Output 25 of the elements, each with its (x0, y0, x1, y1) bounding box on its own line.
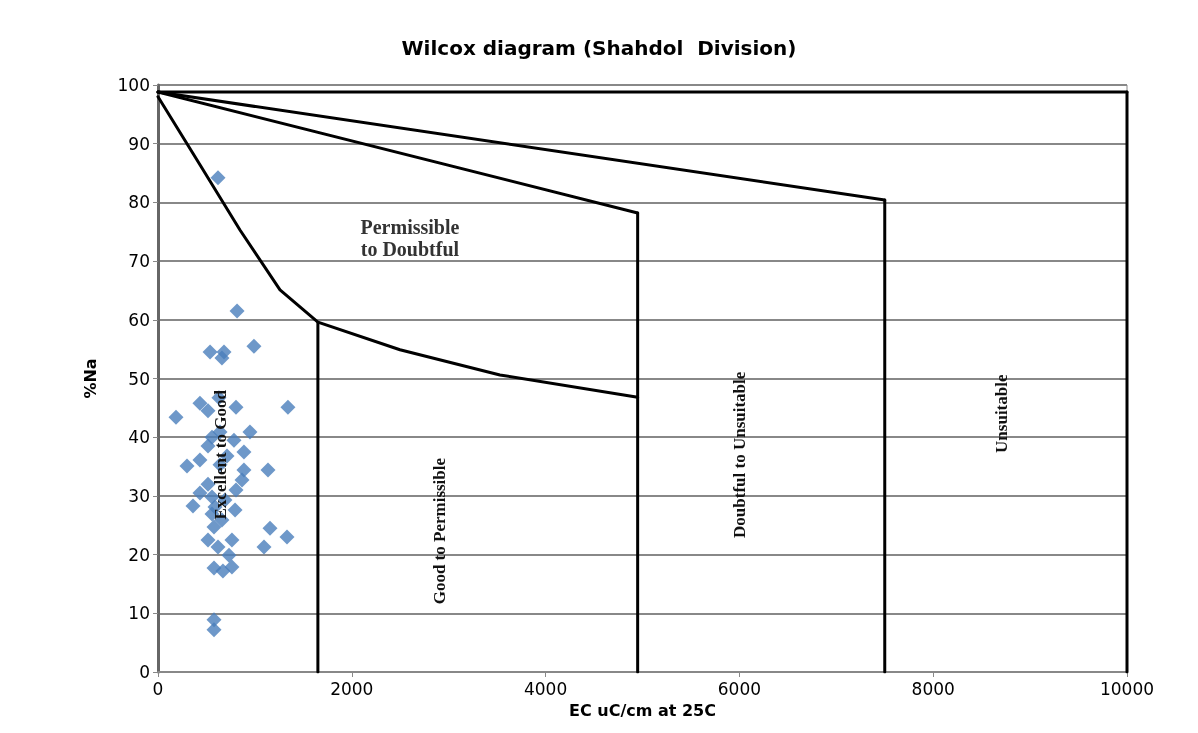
annotation: Good to Permissible (429, 457, 449, 605)
y-tick-label: 80 (128, 192, 150, 213)
annotation: Unsuitable (991, 374, 1011, 453)
annotation: Excellent to Good (211, 389, 231, 520)
y-tick-label: 50 (128, 368, 150, 389)
y-tick-label: 100 (117, 75, 150, 95)
x-tick-label: 2000 (330, 678, 374, 699)
y-tick-label: 10 (128, 603, 150, 624)
y-tick-label: 30 (128, 485, 150, 506)
y-tick-label: 0 (139, 662, 150, 682)
chart-title: Wilcox diagram (Shahdol Division) (401, 36, 797, 60)
annotation: Permissible to Doubtful (360, 215, 460, 260)
y-axis-title: %Na (80, 358, 100, 399)
x-tick-label: 4000 (523, 678, 568, 699)
annotation: Doubtful to Unsuitable (729, 371, 749, 538)
y-tick-label: 90 (128, 133, 150, 154)
y-tick-label: 40 (128, 427, 150, 448)
x-tick-label: 8000 (911, 678, 955, 699)
y-tick-label: 20 (128, 544, 150, 565)
x-axis-title: EC uC/cm at 25C (569, 700, 716, 720)
x-tick-label: 6000 (717, 678, 762, 699)
y-tick-label: 60 (128, 309, 150, 330)
x-tick-label: 0 (152, 678, 164, 699)
x-tick-label: 10000 (1099, 678, 1155, 699)
y-tick-label: 70 (128, 251, 150, 272)
